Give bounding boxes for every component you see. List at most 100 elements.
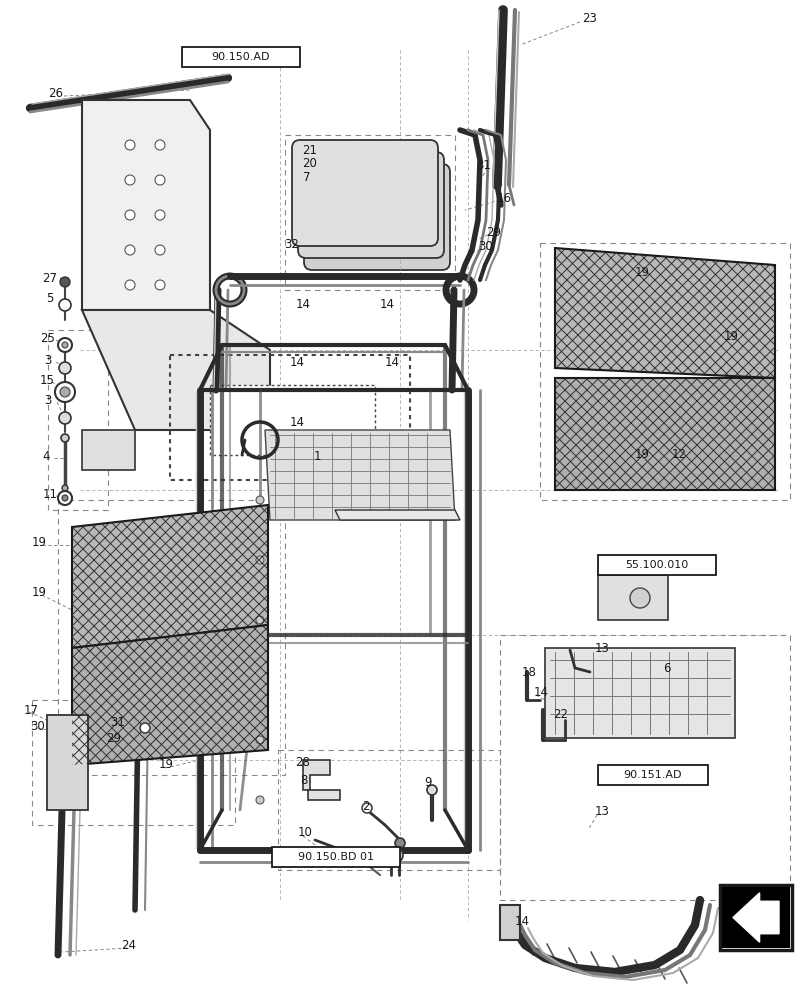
Text: 31: 31 [109,716,125,729]
Circle shape [60,277,70,287]
Circle shape [155,140,165,150]
Bar [597,765,707,785]
Text: 19: 19 [634,266,649,279]
PathPatch shape [554,378,774,490]
Text: 13: 13 [594,642,609,654]
Text: 14: 14 [290,416,305,428]
Text: 6: 6 [663,662,670,674]
Polygon shape [544,648,734,738]
Text: 1: 1 [314,450,321,464]
Text: 14: 14 [384,356,400,368]
Bar [182,47,299,67]
Circle shape [362,803,371,813]
Polygon shape [597,575,667,620]
Text: 9: 9 [423,776,431,788]
Circle shape [155,175,165,185]
Circle shape [255,496,264,504]
Circle shape [125,140,135,150]
Circle shape [255,736,264,744]
Polygon shape [210,385,375,455]
Bar [597,555,715,575]
Text: 10: 10 [298,826,312,839]
Text: 18: 18 [521,666,536,678]
Text: 3: 3 [44,354,51,366]
Polygon shape [303,760,329,790]
Circle shape [62,342,68,348]
Circle shape [629,588,649,608]
Circle shape [155,210,165,220]
Text: 90.150.AD: 90.150.AD [212,52,270,62]
Circle shape [125,245,135,255]
Text: 30: 30 [478,240,492,253]
PathPatch shape [72,625,268,765]
Polygon shape [82,430,135,470]
Text: 27: 27 [42,271,57,284]
Text: 3: 3 [44,393,51,406]
Text: 2: 2 [362,799,369,812]
Text: 14: 14 [534,686,548,698]
Bar [721,887,789,948]
Circle shape [60,387,70,397]
Text: 90.151.AD: 90.151.AD [623,770,681,780]
Text: 7: 7 [303,171,310,184]
Circle shape [155,245,165,255]
Text: 14: 14 [380,298,394,312]
Text: 19: 19 [723,330,738,344]
Polygon shape [82,310,270,430]
Circle shape [55,382,75,402]
Text: 14: 14 [514,915,530,928]
Circle shape [125,175,135,185]
Circle shape [61,434,69,442]
Circle shape [62,495,68,501]
Text: 30: 30 [30,719,45,732]
Text: 5: 5 [46,292,54,304]
Text: 14: 14 [290,356,305,368]
Text: 26: 26 [48,87,63,100]
Polygon shape [307,790,340,800]
Circle shape [255,556,264,564]
Text: 29: 29 [106,732,121,745]
Text: 8: 8 [299,774,307,786]
Polygon shape [335,510,460,520]
Circle shape [155,280,165,290]
PathPatch shape [72,505,268,648]
Polygon shape [47,715,88,810]
Text: 32: 32 [284,238,298,251]
Polygon shape [500,905,519,940]
Circle shape [59,362,71,374]
Text: 90.150.BD 01: 90.150.BD 01 [298,852,374,862]
Polygon shape [732,893,778,942]
FancyBboxPatch shape [298,152,444,258]
Text: 19: 19 [159,758,174,772]
Text: 20: 20 [302,157,316,170]
Circle shape [139,723,150,733]
Text: 25: 25 [40,332,55,344]
Bar [719,885,791,950]
Circle shape [125,280,135,290]
Circle shape [427,785,436,795]
FancyBboxPatch shape [303,164,449,270]
Circle shape [59,412,71,424]
Circle shape [58,338,72,352]
Circle shape [125,210,135,220]
Text: 29: 29 [486,226,500,239]
Circle shape [255,616,264,624]
Text: 19: 19 [634,448,649,462]
Text: 14: 14 [296,298,311,312]
Text: 19: 19 [32,586,47,599]
Circle shape [387,847,402,863]
Circle shape [58,491,72,505]
Text: 11: 11 [43,488,58,500]
Text: 16: 16 [496,192,512,205]
Text: 28: 28 [294,756,310,768]
PathPatch shape [554,248,774,378]
Bar [272,847,400,867]
Text: 17: 17 [24,704,39,716]
Text: 4: 4 [42,450,49,462]
Text: 23: 23 [581,12,596,25]
Text: 24: 24 [121,939,135,952]
Text: 15: 15 [40,373,55,386]
Text: 12: 12 [672,448,686,462]
Circle shape [59,299,71,311]
Circle shape [62,485,68,491]
